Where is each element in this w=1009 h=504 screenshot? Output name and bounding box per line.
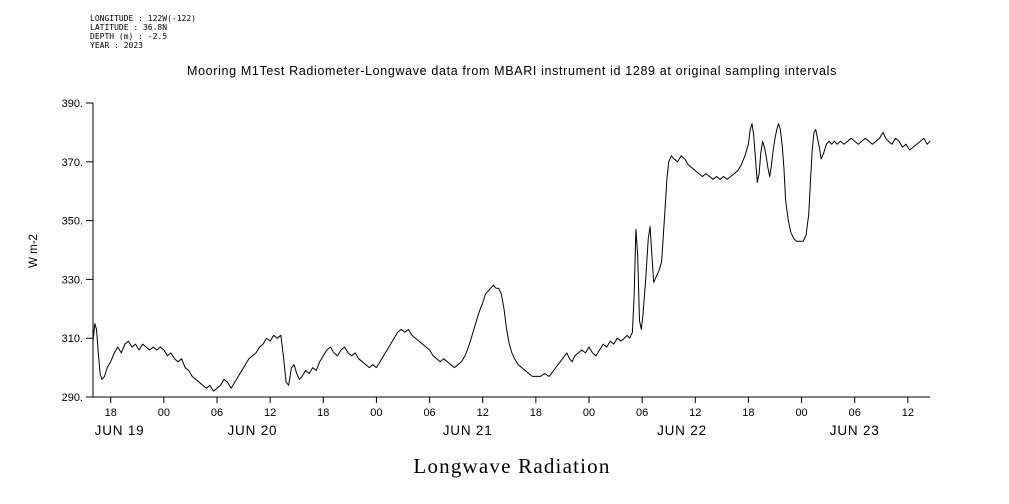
- y-axis-label: W m-2: [28, 234, 40, 268]
- metadata-block: LONGITUDE : 122W(-122) LATITUDE : 36.8N …: [90, 14, 196, 50]
- x-hour-label: 12: [689, 407, 701, 419]
- x-hour-label: 18: [530, 407, 542, 419]
- metadata-latitude: LATITUDE : 36.8N: [90, 23, 167, 32]
- metadata-longitude: LONGITUDE : 122W(-122): [90, 14, 196, 23]
- metadata-year: YEAR : 2023: [90, 41, 143, 50]
- x-hour-label: 12: [902, 407, 914, 419]
- y-tick-label: 350.: [62, 216, 83, 228]
- x-date-label: JUN 21: [443, 423, 493, 438]
- x-hour-label: 18: [742, 407, 754, 419]
- x-hour-label: 12: [477, 407, 489, 419]
- y-tick-label: 370.: [62, 157, 83, 169]
- y-tick-label: 330.: [62, 274, 83, 286]
- x-hour-label: 12: [264, 407, 276, 419]
- x-hour-label: 06: [423, 407, 435, 419]
- x-hour-label: 06: [636, 407, 648, 419]
- y-tick-label: 310.: [62, 333, 83, 345]
- x-date-label: JUN 23: [830, 423, 880, 438]
- series-layer: [92, 123, 931, 392]
- y-tick-label: 390.: [62, 98, 83, 110]
- x-date-label: JUN 22: [657, 423, 707, 438]
- chart-title: Mooring M1Test Radiometer-Longwave data …: [187, 64, 837, 78]
- longwave-series-line: [92, 123, 931, 392]
- metadata-depth: DEPTH (m) : -2.5: [90, 32, 167, 41]
- x-hour-label: 06: [211, 407, 223, 419]
- x-date-label: JUN 20: [228, 423, 278, 438]
- x-hour-label: 18: [105, 407, 117, 419]
- x-hour-label: 00: [370, 407, 382, 419]
- y-tick-label: 290.: [62, 392, 83, 404]
- x-hour-label: 00: [583, 407, 595, 419]
- axes: 290. 310. 330. 350. 370. 390. 18 00 06 12 18 00 06 12…: [62, 98, 930, 438]
- x-axis-title: Longwave Radiation: [413, 454, 610, 478]
- x-hour-label: 18: [317, 407, 329, 419]
- x-date-label: JUN 19: [95, 423, 145, 438]
- x-hour-label: 00: [795, 407, 807, 419]
- x-hour-label: 00: [158, 407, 170, 419]
- x-hour-label: 06: [849, 407, 861, 419]
